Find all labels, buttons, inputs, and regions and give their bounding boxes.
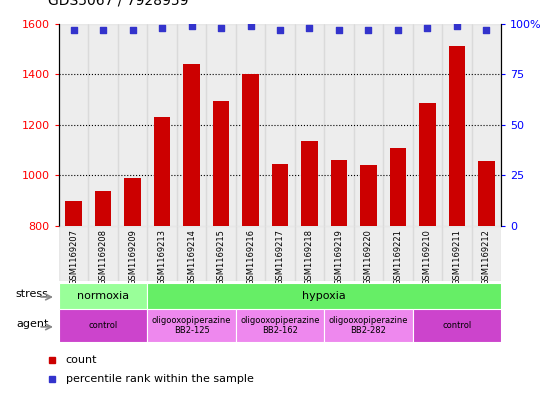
Bar (118, 24, 147, 226)
Text: percentile rank within the sample: percentile rank within the sample (66, 374, 254, 384)
Bar (324, 226, 354, 281)
Point (217, 24, 226, 31)
Bar (242, 74, 259, 226)
Bar (324, 309, 413, 342)
Text: agent: agent (16, 319, 49, 329)
Bar (478, 162, 494, 226)
Bar (331, 160, 347, 226)
Text: count: count (66, 354, 97, 365)
Bar (354, 24, 383, 226)
Point (394, 26, 403, 33)
Point (157, 24, 166, 31)
Text: control: control (442, 321, 472, 330)
Point (128, 26, 137, 33)
Bar (59, 226, 88, 281)
Bar (59, 309, 147, 342)
Bar (413, 226, 442, 281)
Bar (206, 24, 236, 226)
Bar (177, 24, 206, 226)
Bar (442, 226, 472, 281)
Bar (88, 226, 118, 281)
Bar (390, 147, 406, 226)
Bar (383, 24, 413, 226)
Point (364, 26, 373, 33)
Text: GSM1169220: GSM1169220 (364, 229, 373, 285)
Text: stress: stress (16, 290, 49, 299)
Text: GSM1169210: GSM1169210 (423, 229, 432, 285)
Point (482, 26, 491, 33)
Bar (413, 309, 501, 342)
Bar (59, 24, 88, 226)
Bar (236, 226, 265, 281)
Text: oligooxopiperazine
BB2-162: oligooxopiperazine BB2-162 (240, 316, 320, 335)
Text: hypoxia: hypoxia (302, 291, 346, 301)
Bar (59, 283, 147, 309)
Text: control: control (88, 321, 118, 330)
Text: GSM1169219: GSM1169219 (334, 229, 343, 285)
Bar (472, 24, 501, 226)
Bar (147, 283, 501, 309)
Bar (118, 226, 147, 281)
Bar (354, 226, 383, 281)
Bar (295, 24, 324, 226)
Bar (213, 101, 229, 226)
Text: GDS5067 / 7928959: GDS5067 / 7928959 (48, 0, 188, 8)
Text: normoxia: normoxia (77, 291, 129, 301)
Bar (295, 226, 324, 281)
Point (99, 26, 108, 33)
Text: GSM1169218: GSM1169218 (305, 229, 314, 285)
Bar (236, 24, 265, 226)
Text: GSM1169214: GSM1169214 (187, 229, 196, 285)
Text: GSM1169213: GSM1169213 (157, 229, 166, 285)
Bar (265, 226, 295, 281)
Text: GSM1169211: GSM1169211 (452, 229, 461, 285)
Bar (383, 226, 413, 281)
Bar (361, 165, 376, 226)
Bar (206, 226, 236, 281)
Point (423, 24, 432, 31)
Text: oligooxopiperazine
BB2-125: oligooxopiperazine BB2-125 (152, 316, 231, 335)
Bar (184, 64, 199, 226)
Point (69, 26, 78, 33)
Point (276, 26, 284, 33)
Point (246, 22, 255, 29)
Point (334, 26, 343, 33)
Bar (177, 226, 206, 281)
Bar (147, 226, 177, 281)
Text: GSM1169216: GSM1169216 (246, 229, 255, 285)
Bar (95, 191, 111, 226)
Bar (147, 309, 236, 342)
Bar (154, 117, 170, 226)
Text: GSM1169217: GSM1169217 (276, 229, 284, 285)
Bar (324, 24, 354, 226)
Bar (301, 141, 318, 226)
Text: GSM1169208: GSM1169208 (99, 229, 108, 285)
Bar (236, 309, 324, 342)
Text: GSM1169221: GSM1169221 (394, 229, 403, 285)
Bar (413, 24, 442, 226)
Bar (449, 46, 465, 226)
Bar (442, 24, 472, 226)
Point (452, 22, 461, 29)
Text: oligooxopiperazine
BB2-282: oligooxopiperazine BB2-282 (329, 316, 408, 335)
Point (305, 24, 314, 31)
Point (187, 22, 196, 29)
Text: GSM1169209: GSM1169209 (128, 229, 137, 285)
Bar (272, 164, 288, 226)
Bar (419, 103, 436, 226)
Bar (66, 201, 82, 226)
Text: GSM1169207: GSM1169207 (69, 229, 78, 285)
Bar (88, 24, 118, 226)
Bar (472, 226, 501, 281)
Text: GSM1169215: GSM1169215 (217, 229, 226, 285)
Bar (265, 24, 295, 226)
Bar (124, 178, 141, 226)
Bar (147, 24, 177, 226)
Text: GSM1169212: GSM1169212 (482, 229, 491, 285)
